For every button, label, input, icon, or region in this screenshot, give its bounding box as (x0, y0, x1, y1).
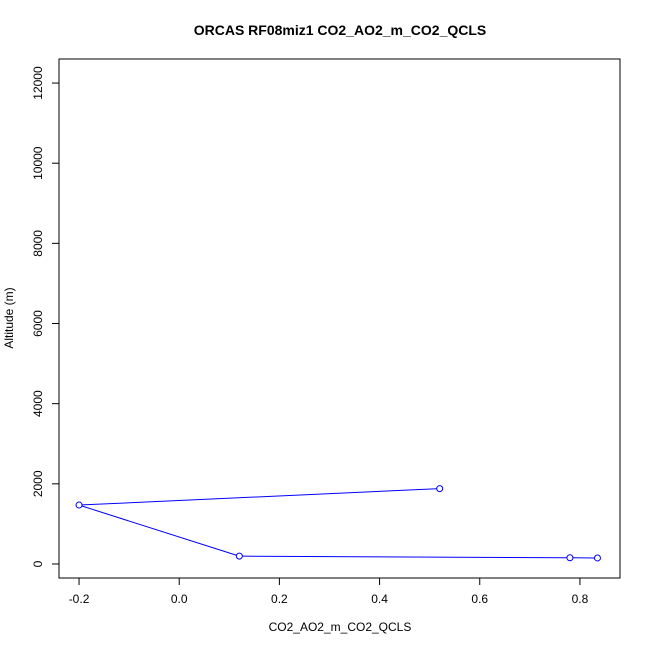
data-point (235, 552, 243, 560)
x-tick-label: 0.6 (471, 592, 488, 606)
x-tick-label: 0.8 (572, 592, 589, 606)
plot-frame (58, 58, 621, 579)
data-point (436, 485, 444, 493)
x-axis-label: CO2_AO2_m_CO2_QCLS (269, 620, 412, 634)
data-point (593, 554, 601, 562)
y-tick-label: 12000 (31, 66, 45, 100)
y-axis: 0 2000 4000 6000 8000 10000 12000 (31, 66, 59, 567)
chart-title: ORCAS RF08miz1 CO2_AO2_m_CO2_QCLS (194, 22, 487, 38)
y-tick-label: 2000 (31, 470, 45, 497)
y-tick-label: 10000 (31, 146, 45, 180)
y-tick-label: 6000 (31, 310, 45, 337)
series-segment (242, 555, 567, 559)
series-layer (75, 485, 601, 562)
y-tick-label: 4000 (31, 390, 45, 417)
data-point (566, 554, 574, 562)
x-tick-label: 0.4 (371, 592, 388, 606)
x-tick-label: 0.2 (271, 592, 288, 606)
series-segment (82, 488, 437, 506)
y-tick-label: 8000 (31, 230, 45, 257)
y-tick-label: 0 (31, 560, 45, 567)
x-tick-label: 0.0 (171, 592, 188, 606)
series-segment (81, 505, 237, 556)
x-tick-label: -0.2 (69, 592, 90, 606)
x-axis: -0.2 0.0 0.2 0.4 0.6 0.8 (69, 578, 589, 606)
data-point (75, 501, 83, 509)
y-axis-label: Altitude (m) (2, 287, 16, 348)
